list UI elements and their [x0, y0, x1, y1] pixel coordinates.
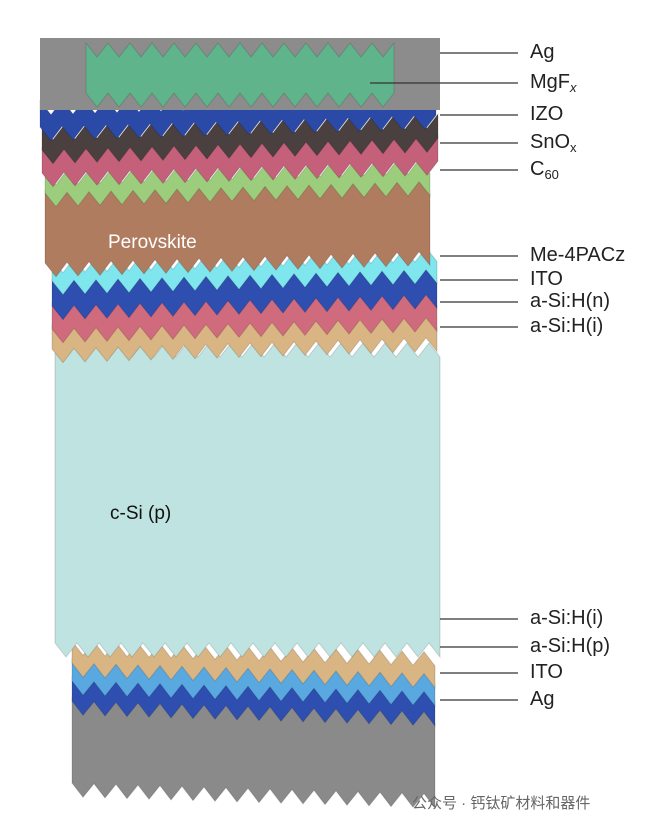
layer-label: Ag	[530, 41, 554, 63]
layer-label: a-Si:H(i)	[530, 315, 603, 337]
leader-lines	[370, 52, 518, 701]
watermark: 公众号 · 钙钛矿材料和器件	[412, 795, 590, 812]
label-text: Ag	[530, 688, 554, 710]
layer-label: Me-4PACz	[530, 244, 625, 266]
label-text: C	[530, 158, 544, 180]
label-text: a-Si:H(i)	[530, 315, 603, 337]
layer-label: ITO	[530, 661, 563, 683]
label-subscript: x	[569, 80, 577, 95]
label-text: a-Si:H(p)	[530, 635, 610, 657]
label-text: MgF	[530, 71, 570, 93]
layer-label: MgFx	[530, 71, 577, 95]
layer-label: Ag	[530, 688, 554, 710]
label-text: Me-4PACz	[530, 244, 625, 266]
c-si-label: c-Si (p)	[110, 503, 171, 524]
label-text: ITO	[530, 268, 563, 290]
perovskite-label: Perovskite	[108, 232, 197, 253]
label-text: ITO	[530, 661, 563, 683]
layer-label: SnOx	[530, 131, 577, 155]
layer-label: a-Si:H(p)	[530, 635, 610, 657]
layer-label: a-Si:H(n)	[530, 290, 610, 312]
label-text: SnO	[530, 131, 570, 153]
label-text: Ag	[530, 41, 554, 63]
layers	[39, 38, 441, 810]
mgf-layer	[85, 41, 395, 108]
label-subscript: x	[570, 140, 577, 155]
label-text: a-Si:H(i)	[530, 607, 603, 629]
layer-label: C60	[530, 158, 559, 182]
layer-label: a-Si:H(i)	[530, 607, 603, 629]
c-si-layer	[54, 341, 441, 659]
label-subscript: 60	[544, 167, 558, 182]
layer-label: IZO	[530, 103, 563, 125]
label-text: a-Si:H(n)	[530, 290, 610, 312]
label-text: IZO	[530, 103, 563, 125]
layer-label: ITO	[530, 268, 563, 290]
